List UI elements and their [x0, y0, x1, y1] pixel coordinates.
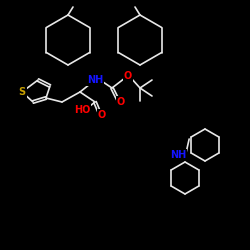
Text: S: S — [18, 87, 26, 97]
Text: O: O — [117, 97, 125, 107]
Text: O: O — [124, 71, 132, 81]
Text: HO: HO — [74, 105, 90, 115]
Text: O: O — [98, 110, 106, 120]
Text: NH: NH — [170, 150, 186, 160]
Text: NH: NH — [87, 75, 103, 85]
